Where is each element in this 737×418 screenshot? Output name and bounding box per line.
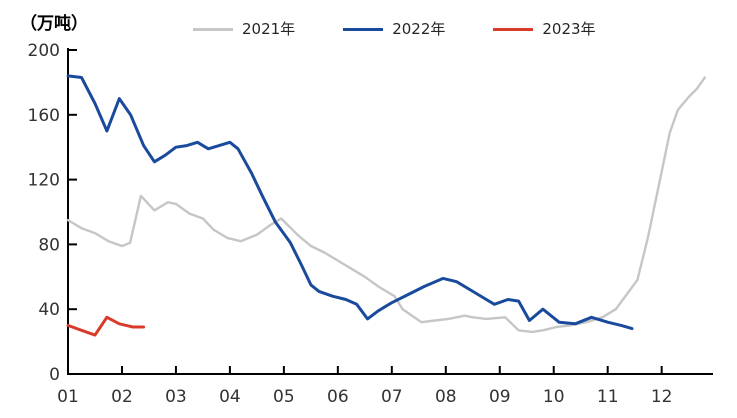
series-line-2022 (66, 74, 634, 331)
x-tick-label: 04 (219, 387, 241, 407)
y-axis-unit-label: （万吨） (20, 14, 88, 34)
y-tick-label: 200 (28, 41, 60, 61)
legend-item-2021: 2021年 (193, 21, 295, 37)
y-tick-label: 0 (49, 365, 60, 385)
x-tick-label: 10 (543, 387, 565, 407)
y-tick-label: 160 (28, 106, 60, 126)
series-line-2021 (66, 76, 706, 334)
legend-line-swatch-2023 (493, 27, 534, 31)
legend-line-swatch-2021 (193, 27, 233, 31)
x-tick-label: 11 (597, 387, 619, 407)
x-tick-label: 08 (435, 387, 457, 407)
legend-item-2023: 2023年 (493, 20, 596, 38)
legend-line-swatch-2022 (343, 27, 384, 31)
legend-item-2022: 2022年 (343, 21, 445, 37)
legend-label-2022: 2022年 (392, 20, 446, 38)
x-tick-label: 12 (651, 387, 673, 407)
y-tick-label: 40 (38, 300, 60, 320)
y-tick-label: 80 (38, 235, 60, 255)
legend: 2021年 2022年 2023年 (193, 21, 596, 37)
legend-label-2023: 2023年 (542, 20, 596, 38)
x-tick-label: 02 (111, 387, 133, 407)
y-tick-label: 120 (28, 171, 60, 191)
x-tick-label: 01 (57, 387, 79, 407)
series-line-2023 (66, 315, 146, 337)
x-tick-label: 05 (273, 387, 295, 407)
x-tick-label: 07 (381, 387, 403, 407)
x-tick-label: 09 (489, 387, 511, 407)
x-tick-label: 06 (327, 387, 349, 407)
legend-label-2021: 2021年 (242, 20, 296, 38)
x-tick-label: 03 (165, 387, 187, 407)
